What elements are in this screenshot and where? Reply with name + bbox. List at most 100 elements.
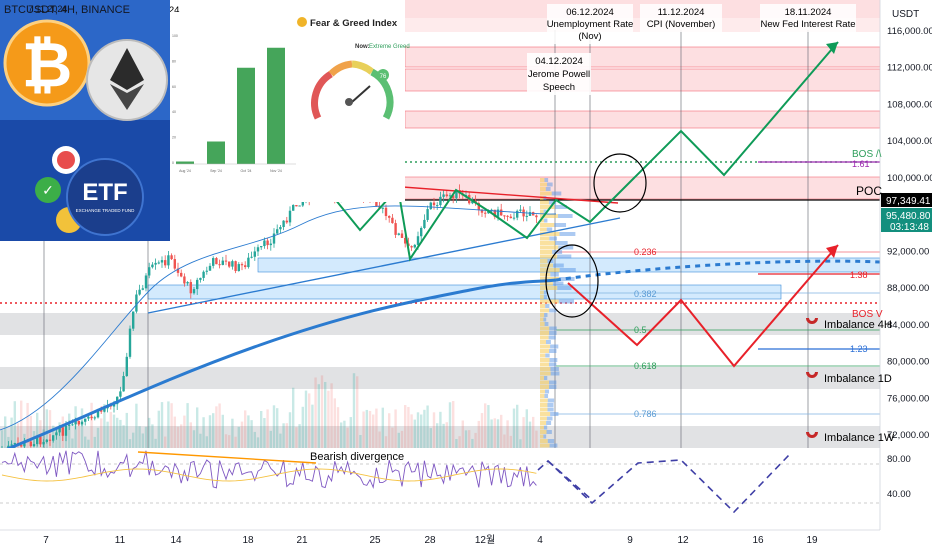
- volume-profile-bar: [540, 295, 544, 299]
- candle-body: [301, 199, 304, 206]
- volume-bar: [503, 434, 506, 448]
- candle-body: [13, 443, 16, 445]
- volume-bar: [429, 428, 432, 448]
- volume-profile-bar: [544, 218, 548, 223]
- volume-bar: [42, 429, 45, 448]
- volume-profile-bar: [540, 398, 548, 403]
- candle-body: [471, 201, 474, 204]
- volume-profile-bar: [555, 241, 568, 245]
- volume-bar: [0, 430, 4, 448]
- svg-text:11.12.2024: 11.12.2024: [658, 7, 705, 18]
- candle-body: [276, 229, 279, 234]
- volume-bar: [212, 413, 215, 448]
- candle-body: [154, 262, 157, 265]
- volume-bar: [330, 383, 333, 448]
- volume-profile-bar: [548, 200, 557, 205]
- volume-profile-bar: [550, 371, 560, 376]
- volume-bar: [340, 422, 343, 448]
- candle-body: [87, 416, 90, 419]
- volume-profile-bar: [546, 416, 553, 421]
- volume-bar: [423, 409, 426, 448]
- volume-bar: [487, 405, 490, 448]
- candle-body: [263, 240, 266, 247]
- volume-profile-bar: [540, 425, 544, 430]
- candle-body: [205, 270, 208, 272]
- volume-profile-bar: [550, 367, 559, 371]
- volume-bar: [71, 438, 74, 448]
- fib-138-label: 1.38: [850, 270, 868, 280]
- candle-body: [269, 243, 272, 246]
- volume-bar: [276, 408, 279, 448]
- volume-bar: [256, 437, 260, 448]
- time-tick-label: 21: [296, 535, 308, 546]
- volume-bar: [391, 427, 394, 448]
- volume-profile-bar: [540, 227, 547, 232]
- volume-profile-bar: [549, 385, 557, 389]
- volume-bar: [420, 414, 423, 448]
- volume-bar: [324, 381, 327, 448]
- fear-greed-x-tick: Aug '24: [179, 169, 191, 173]
- volume-bar: [282, 423, 285, 448]
- volume-bar: [189, 422, 192, 448]
- volume-bar: [410, 414, 413, 448]
- volume-profile-bar: [540, 241, 556, 245]
- candle-body: [39, 436, 42, 445]
- volume-bar: [160, 402, 164, 448]
- fg-now-value: Extreme Greed: [369, 44, 410, 50]
- candle-body: [388, 216, 391, 218]
- currency-label[interactable]: USDT: [892, 9, 919, 20]
- fear-greed-bar: [176, 161, 194, 164]
- volume-profile-bar: [544, 389, 550, 394]
- candle-body: [420, 227, 423, 237]
- volume-bar: [327, 390, 330, 448]
- volume-profile-bar: [543, 317, 547, 322]
- volume-bar: [202, 417, 205, 448]
- volume-profile-bar: [540, 236, 550, 241]
- price-tick-label: 108,000.00: [887, 99, 932, 110]
- volume-bar: [365, 409, 368, 448]
- candle-body: [484, 212, 487, 214]
- volume-bar: [173, 416, 176, 448]
- fg-score: 76: [380, 74, 387, 80]
- candle-body: [285, 220, 288, 223]
- candle-body: [477, 203, 480, 210]
- volume-bar: [186, 403, 189, 448]
- volume-bar: [90, 402, 93, 448]
- candle-body: [439, 196, 442, 206]
- magnet-icon: [806, 318, 818, 324]
- volume-profile-bar: [540, 421, 547, 425]
- volume-bar: [16, 423, 20, 448]
- volume-profile-bar: [543, 290, 547, 295]
- volume-bar: [141, 433, 144, 448]
- volume-bar: [148, 417, 151, 448]
- candle-body: [173, 259, 176, 269]
- volume-profile-bar: [557, 214, 573, 218]
- volume-profile-bar: [540, 304, 546, 308]
- svg-text:New Fed Interest Rate: New Fed Interest Rate: [760, 19, 855, 30]
- volume-bar: [452, 401, 455, 448]
- volume-bar: [426, 405, 429, 448]
- volume-bar: [224, 434, 228, 448]
- volume-bar: [279, 433, 282, 448]
- price-tick-label: 116,000.00: [887, 26, 932, 37]
- bos-up-value: 1.61: [852, 159, 870, 169]
- candle-body: [298, 205, 301, 207]
- candle-body: [93, 417, 96, 419]
- fib-123-label: 1.23: [850, 344, 868, 354]
- candle-body: [202, 271, 205, 278]
- volume-bar: [407, 406, 410, 448]
- fear-greed-bar: [237, 67, 255, 164]
- fear-greed-bar: [267, 47, 285, 164]
- volume-bar: [301, 406, 304, 448]
- volume-bar: [157, 410, 160, 448]
- volume-profile-bar: [540, 250, 553, 254]
- volume-profile-bar: [540, 389, 545, 394]
- volume-bar: [308, 393, 311, 448]
- volume-bar: [442, 423, 445, 448]
- volume-bar: [500, 414, 503, 448]
- candle-body: [90, 416, 93, 419]
- price-tick-label: 92,000.00: [887, 246, 929, 257]
- candle-body: [231, 261, 234, 267]
- candle-body: [240, 264, 244, 266]
